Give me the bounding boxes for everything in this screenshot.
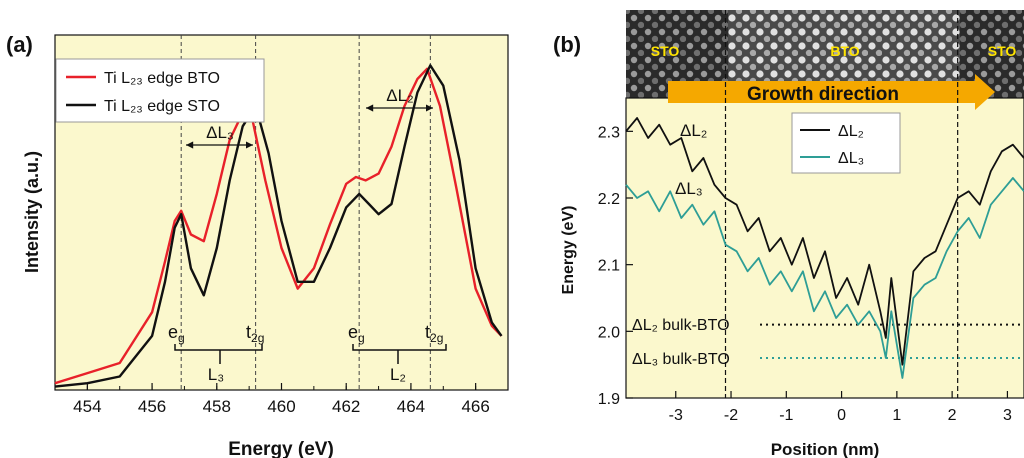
dl2-label: ΔL₂: [386, 86, 413, 105]
ref-label-dl2: ΔL₂ bulk-BTO: [632, 317, 730, 334]
l3-bracket: [174, 344, 263, 364]
l2-label: L₂: [390, 365, 406, 384]
panel-b-legend: ΔL₂ ΔL₃: [791, 112, 901, 174]
panel-a-x-tick-label-6: 466: [461, 397, 489, 416]
t2g-label-l3: t2g: [246, 322, 264, 345]
panel-b: (b) STO BTO STO Growth direction -3 -2 -1 0…: [553, 10, 1024, 458]
panel-a-series-line-1: [54, 64, 503, 388]
panel-b-series-line-0: [625, 117, 1024, 366]
panel-a-legend: Ti L₂₃ edge BTO Ti L₂₃ edge STO: [55, 58, 265, 123]
legend-bto-label: Ti L₂₃ edge BTO: [104, 70, 220, 87]
panel-b-y-tick-label-1: 2.0: [598, 324, 620, 341]
growth-direction-label: Growth direction: [747, 84, 899, 105]
panel-a-x-tick-label-3: 460: [267, 397, 295, 416]
panel-b-y-tick-label-3: 2.2: [598, 191, 620, 208]
curve-label-dl2: ΔL₂: [680, 121, 707, 140]
dl3-label: ΔL₃: [206, 123, 234, 142]
panel-a-x-tick-label-2: 458: [203, 397, 231, 416]
panel-a-x-tick-label-5: 464: [397, 397, 425, 416]
panel-b-x-tick-label-1: -2: [724, 407, 738, 424]
panel-a-x-tick-label-1: 456: [138, 397, 166, 416]
stem-label-sto-left: STO: [651, 43, 680, 59]
ref-label-dl3: ΔL₃ bulk-BTO: [632, 351, 730, 368]
panel-a-label: (a): [6, 32, 33, 57]
panel-a-x-tick-label-0: 454: [73, 397, 101, 416]
panel-a: (a) 454 456 458 460 462 464 466 Energy (eV) In…: [6, 32, 509, 458]
legend-dl3-label: ΔL₃: [838, 150, 864, 167]
panel-a-y-axis-label: Intensity (a.u.): [22, 151, 42, 273]
panel-b-bulk-reference-lines: [760, 323, 1024, 359]
panel-b-x-tick-label-5: 2: [948, 407, 957, 424]
legend-sto-label: Ti L₂₃ edge STO: [104, 98, 220, 115]
l2-bracket: [352, 344, 447, 364]
curve-label-dl3: ΔL₃: [675, 179, 703, 198]
panel-b-y-tick-label-0: 1.9: [598, 391, 620, 408]
panel-b-series-line-1: [625, 177, 1024, 379]
panel-a-x-tick-label-4: 462: [332, 397, 360, 416]
panel-b-x-tick-label-2: -1: [779, 407, 793, 424]
panel-a-x-axis-label: Energy (eV): [228, 439, 334, 458]
panel-b-x-tick-label-6: 3: [1003, 407, 1012, 424]
panel-a-x-ticks: 454 456 458 460 462 464 466: [54, 383, 509, 416]
panel-b-y-axis-label: Energy (eV): [560, 206, 577, 295]
l3-label: L₃: [208, 365, 224, 384]
stem-label-bto: BTO: [830, 43, 859, 59]
panel-b-series-group: [625, 117, 1024, 379]
panel-b-x-ticks: -3 -2 -1 0 1 2 3: [669, 391, 1012, 424]
legend-dl2-label: ΔL₂: [838, 123, 864, 140]
panel-b-label: (b): [553, 32, 581, 57]
panel-b-y-ticks: 1.9 2.0 2.1 2.2 2.3: [598, 124, 633, 408]
panel-b-y-tick-label-2: 2.1: [598, 258, 620, 275]
panel-b-x-axis-label: Position (nm): [771, 440, 880, 458]
panel-b-x-tick-label-0: -3: [669, 407, 683, 424]
panel-b-x-tick-label-3: 0: [837, 407, 846, 424]
panel-b-interface-lines: [724, 10, 959, 398]
panel-a-series-line-0: [54, 67, 503, 385]
panel-a-series-group: [54, 64, 503, 388]
panel-b-x-tick-label-4: 1: [892, 407, 901, 424]
panel-b-y-tick-label-4: 2.3: [598, 124, 620, 141]
growth-direction-arrow: Growth direction: [668, 74, 995, 110]
stem-label-sto-right: STO: [988, 43, 1017, 59]
